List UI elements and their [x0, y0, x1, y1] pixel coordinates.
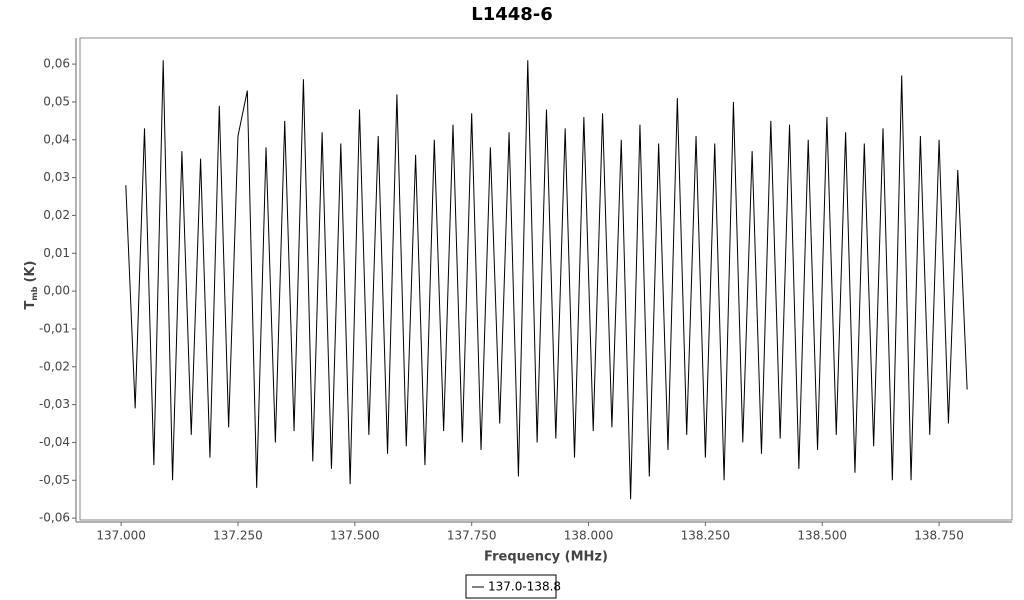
y-axis-title-unit: (K) — [23, 261, 38, 283]
legend-label: 137.0-138.8 — [488, 580, 561, 594]
y-tick-label: 0,02 — [43, 208, 70, 222]
y-tick-label: 0,03 — [43, 170, 70, 184]
y-tick-label: 0,04 — [43, 132, 70, 146]
y-tick-label: 0,06 — [43, 57, 70, 71]
x-tick-label: 137.500 — [330, 529, 380, 543]
y-tick-label: -0,05 — [39, 473, 70, 487]
y-tick-label: -0,06 — [39, 511, 70, 525]
x-tick-label: 138.500 — [797, 529, 847, 543]
chart-title: L1448-6 — [471, 4, 553, 25]
y-axis-title: Tmb (K) — [23, 261, 39, 310]
x-tick-label: 138.250 — [681, 529, 731, 543]
x-tick-label: 137.750 — [447, 529, 497, 543]
y-axis-title-sub: mb — [30, 286, 39, 300]
y-tick-label: -0,04 — [39, 435, 70, 449]
y-tick-label: -0,03 — [39, 397, 70, 411]
x-tick-label: 138.750 — [914, 529, 964, 543]
y-tick-label: 0,01 — [43, 246, 70, 260]
x-tick-label: 137.000 — [96, 529, 146, 543]
y-tick-label: 0,05 — [43, 94, 70, 108]
y-tick-label: -0,01 — [39, 321, 70, 335]
line-series — [125, 60, 968, 500]
x-tick-label: 138.000 — [564, 529, 614, 543]
x-axis-title: Frequency (MHz) — [484, 550, 608, 565]
y-tick-label: 0,00 — [43, 284, 70, 298]
plot-frame — [79, 37, 1013, 521]
y-axis-title-main: T — [23, 300, 38, 309]
legend-box — [465, 574, 557, 599]
x-tick-label: 137.250 — [213, 529, 263, 543]
y-tick-label: -0,02 — [39, 359, 70, 373]
